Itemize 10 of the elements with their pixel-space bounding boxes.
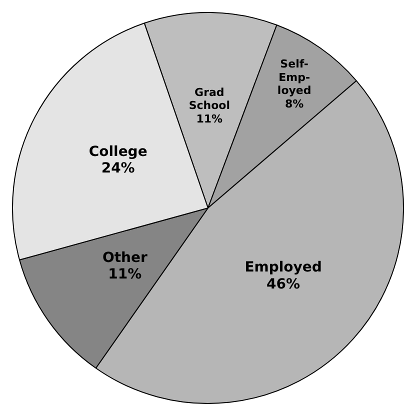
data-label: 24% — [101, 160, 135, 177]
slice-label: Grad School — [188, 86, 230, 112]
slice-label: Self- Emp- loyed — [277, 58, 312, 98]
data-label: 11% — [108, 266, 142, 283]
slice-label: College — [88, 144, 148, 160]
data-label: 11% — [196, 112, 223, 126]
data-label: 8% — [285, 97, 304, 110]
slice-label: Other — [102, 250, 148, 266]
data-label: 46% — [266, 276, 300, 292]
slice-label: Employed — [244, 260, 322, 276]
